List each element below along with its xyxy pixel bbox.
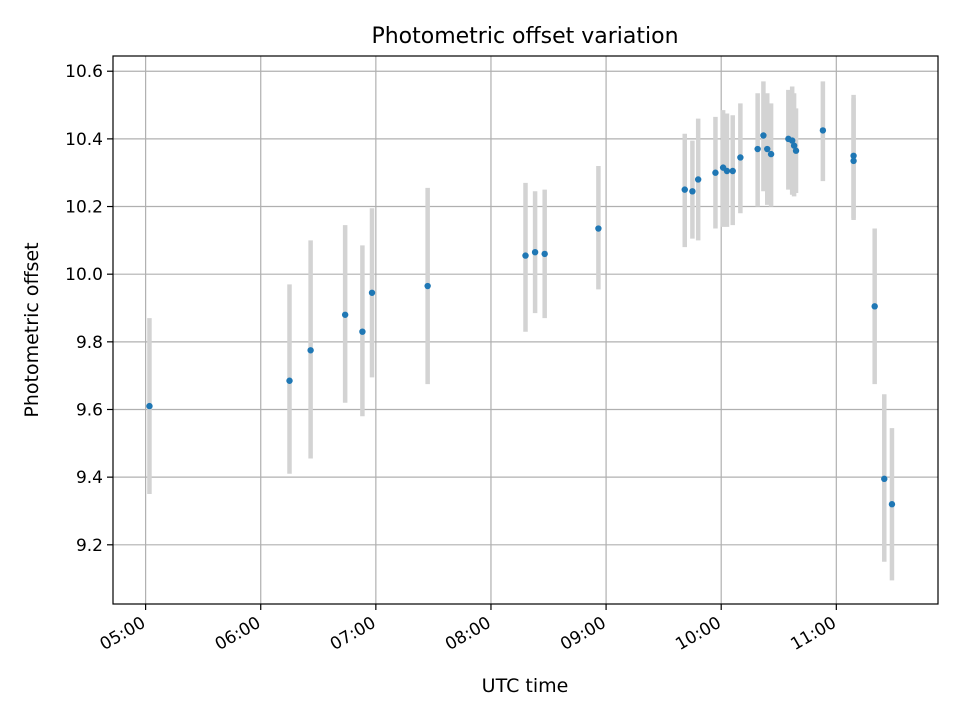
x-axis-label: UTC time — [482, 675, 569, 697]
data-points — [146, 127, 896, 508]
data-point — [760, 132, 767, 139]
data-point — [888, 501, 896, 508]
data-point — [424, 282, 431, 290]
data-point — [850, 157, 857, 165]
data-point — [767, 150, 775, 158]
data-point — [689, 188, 696, 195]
data-point — [790, 142, 798, 149]
plot-frame — [112, 55, 939, 605]
data-point — [764, 145, 771, 153]
y-tick-label: 10.4 — [65, 130, 103, 150]
y-tick-label: 9.4 — [76, 468, 103, 488]
y-tick-label: 9.6 — [76, 400, 103, 420]
chart-title: Photometric offset variation — [371, 24, 678, 49]
data-point — [788, 137, 796, 144]
data-point — [531, 248, 539, 256]
data-point — [286, 377, 293, 384]
data-point — [359, 328, 366, 335]
data-point — [307, 347, 314, 354]
data-point — [368, 289, 376, 296]
data-point — [723, 167, 731, 175]
data-point — [694, 176, 702, 183]
data-point — [681, 186, 688, 193]
y-tick-label: 9.2 — [76, 536, 103, 556]
y-tick-label: 9.8 — [76, 333, 103, 353]
data-point — [737, 154, 744, 161]
y-axis-label: Photometric offset — [21, 242, 43, 417]
data-point — [729, 167, 736, 175]
data-point — [850, 152, 857, 159]
y-tick-label: 10.6 — [65, 62, 103, 82]
data-point — [146, 402, 153, 410]
data-point — [522, 252, 529, 259]
data-point — [871, 303, 878, 310]
data-point — [595, 225, 602, 232]
data-point — [819, 127, 827, 134]
data-point — [881, 475, 888, 483]
y-tick-label: 10.2 — [65, 198, 103, 218]
data-point — [792, 147, 800, 154]
data-point — [341, 311, 349, 318]
data-point — [541, 250, 548, 258]
y-tick-label: 10.0 — [65, 265, 103, 285]
data-point — [712, 169, 719, 176]
data-point — [754, 145, 761, 153]
